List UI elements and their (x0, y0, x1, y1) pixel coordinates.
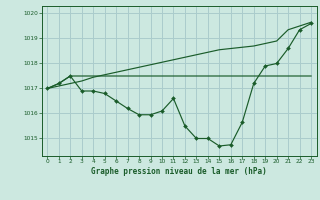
X-axis label: Graphe pression niveau de la mer (hPa): Graphe pression niveau de la mer (hPa) (91, 167, 267, 176)
